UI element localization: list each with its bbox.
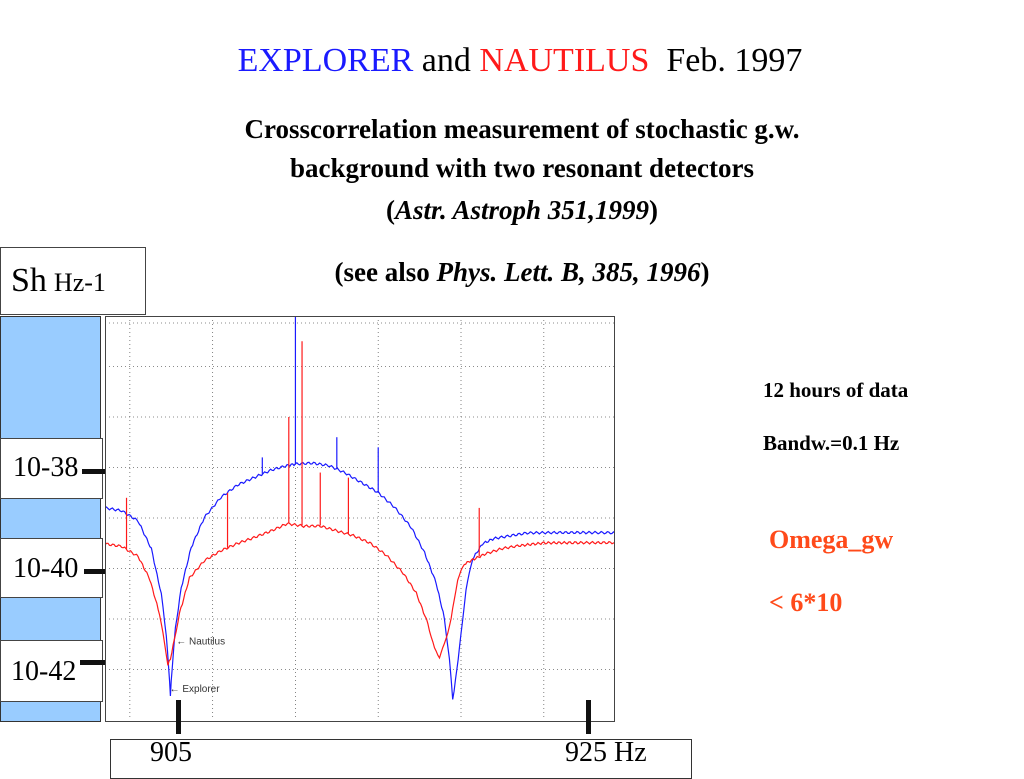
plot-frame	[105, 316, 615, 722]
spectrum-plot-svg: 9059ˆ09ˆ59209˜5← Nautilus← Explorer	[104, 316, 616, 733]
subtitle-line-2: background with two resonant detectors	[289, 153, 754, 183]
see-also-open: (see also	[334, 257, 430, 287]
spectrum-plot: 9059ˆ09ˆ59209˜5← Nautilus← Explorer	[104, 316, 616, 733]
subtitle-see-also: (see also Phys. Lett. B, 385, 1996)	[0, 257, 1024, 288]
omega-gw-limit: < 6*10	[769, 588, 843, 617]
title-date: Feb. 1997	[666, 42, 803, 79]
series-explorer-line	[104, 461, 616, 700]
x-tick-mark-905	[176, 700, 181, 734]
note-bandwidth: Bandw.=0.1 Hz	[763, 431, 900, 455]
title-explorer: EXPLORER	[237, 42, 414, 79]
x-axis-label-905: 905	[150, 737, 192, 768]
y-axis-label: Sh Hz-1	[0, 247, 146, 315]
note-hours-of-data: 12 hours of data	[763, 378, 909, 402]
annotation-nautilus: ← Nautilus	[176, 636, 225, 647]
y-axis-label-sh: Sh	[11, 262, 47, 299]
reference-close: )	[649, 195, 659, 225]
slide-title: EXPLORER and NAUTILUS Feb. 1997	[0, 42, 1024, 80]
omega-gw-label: Omega_gw	[769, 525, 894, 554]
reference-journal: Astr. Astroph 351,1999	[394, 195, 650, 225]
see-also-close: )	[700, 257, 710, 287]
y-tick-label-40: 10-40	[0, 538, 103, 598]
plot-background	[105, 316, 615, 722]
y-tick-label-38: 10-38	[0, 438, 103, 499]
x-axis-label-925: 925 Hz	[565, 737, 647, 768]
x-tick-mark-925	[586, 700, 591, 734]
reference-open: (	[385, 195, 395, 225]
title-and: and	[421, 42, 471, 79]
y-axis-label-unit: Hz-1	[53, 268, 106, 297]
subtitle-reference: (Astr. Astroph 351,1999)	[0, 195, 1024, 226]
annotation-explorer: ← Explorer	[170, 684, 221, 695]
see-also-journal: Phys. Lett. B, 385, 1996	[436, 257, 701, 287]
y-tick-label-42: 10-42	[0, 640, 103, 702]
title-nautilus: NAUTILUS	[479, 42, 650, 79]
series-nautilus-line	[104, 521, 616, 666]
subtitle-line-1: Crosscorrelation measurement of stochast…	[244, 114, 800, 144]
